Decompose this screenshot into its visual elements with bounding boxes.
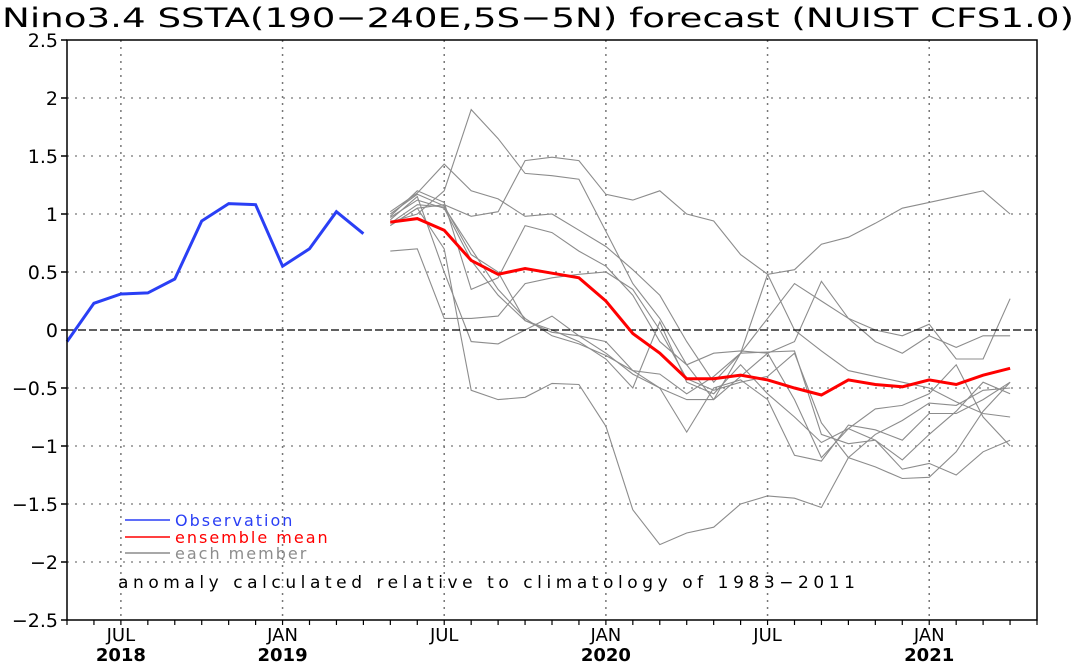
grid-lines	[67, 40, 1037, 620]
legend-member-label: each member	[175, 544, 308, 563]
observation-series-line	[65, 202, 365, 343]
member-series-line	[390, 108, 1011, 401]
climatology-annotation: anomaly calculated relative to climatolo…	[118, 573, 855, 593]
x-tick-month-label: JUL	[106, 625, 136, 646]
member-lines	[389, 108, 1011, 546]
observation-line	[65, 202, 365, 343]
legend-observation-label: Observation	[175, 511, 294, 530]
x-tick-month-label: JAN	[913, 625, 945, 646]
member-series-line	[389, 195, 1011, 395]
y-axis-ticks: 2.5 2 1.5 1 0.5 0 −0.5 −1 −1.5 −2 −2.5	[12, 30, 67, 632]
ensemble-mean-line	[390, 217, 1011, 397]
member-series-line	[389, 193, 1011, 447]
y-tick-label: −2	[30, 552, 58, 574]
x-tick-year-label: 2020	[581, 645, 631, 663]
legend: Observation ensemble mean each member	[125, 511, 330, 563]
y-tick-label: 1.5	[28, 146, 58, 168]
member-series-line	[389, 204, 1011, 461]
member-series-line	[390, 207, 1011, 546]
ensemble-mean-series-line	[390, 217, 1011, 397]
x-tick-month-label: JAN	[589, 625, 621, 646]
y-tick-label: 2.5	[28, 30, 58, 52]
y-tick-label: 0	[46, 320, 58, 342]
y-tick-label: 1	[46, 204, 58, 226]
y-tick-label: 0.5	[28, 262, 58, 284]
x-tick-month-label: JAN	[266, 625, 298, 646]
member-series-line	[390, 199, 1011, 462]
member-series-line	[390, 156, 1011, 418]
x-tick-month-label: JUL	[429, 625, 459, 646]
y-tick-label: −2.5	[12, 610, 58, 632]
member-series-line	[390, 248, 1011, 480]
x-tick-year-label: 2018	[96, 645, 146, 663]
x-tick-month-label: JUL	[752, 625, 782, 646]
x-tick-year-label: 2019	[258, 645, 308, 663]
member-series-line	[389, 190, 1011, 476]
chart-title: Nino3.4 SSTA(190−240E,5S−5N) forecast (N…	[2, 3, 1074, 34]
y-tick-label: −1	[30, 436, 58, 458]
legend-mean-label: ensemble mean	[175, 528, 330, 547]
member-series-line	[389, 163, 1011, 384]
y-tick-label: −1.5	[12, 494, 58, 516]
y-tick-label: 2	[46, 88, 58, 110]
x-tick-year-label: 2021	[904, 645, 954, 663]
y-tick-label: −0.5	[12, 378, 58, 400]
